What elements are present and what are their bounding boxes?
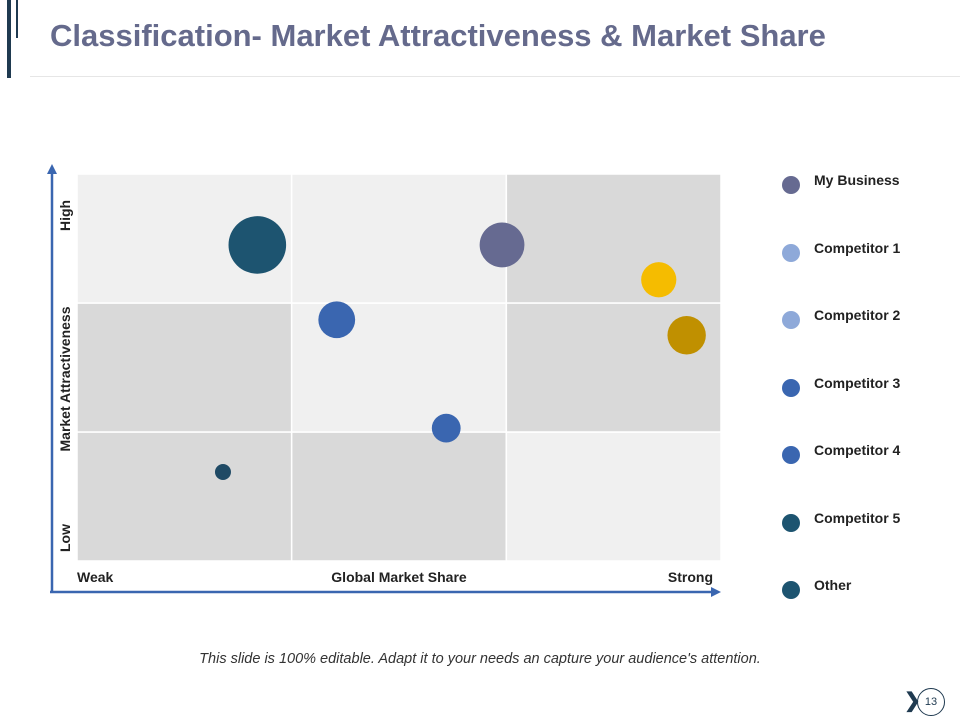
legend-item: Competitor 3 <box>782 373 901 397</box>
bubble-yellow <box>641 262 677 298</box>
legend-item: Other <box>782 575 852 599</box>
page-title: Classification- Market Attractiveness & … <box>50 18 826 53</box>
bubble-teal-small <box>214 463 231 480</box>
x-axis-arrow <box>711 587 721 597</box>
bubble-gold <box>667 316 706 355</box>
legend-marker <box>782 446 800 464</box>
y-high-label: High <box>57 200 73 231</box>
legend-label: Competitor 3 <box>814 374 901 391</box>
y-axis-title: Market Attractiveness <box>57 306 73 451</box>
legend-marker <box>782 243 800 262</box>
legend-marker <box>782 513 800 532</box>
title-accent-bar <box>7 0 11 78</box>
bubble-series <box>214 216 706 480</box>
x-axis-title: Global Market Share <box>331 569 467 585</box>
y-axis-arrow <box>47 164 57 174</box>
grid-cell-0-1 <box>76 302 293 433</box>
title-accent-bar-thin <box>16 0 18 38</box>
bubble-purple <box>479 222 525 268</box>
grid-cell-2-0 <box>505 431 722 562</box>
chevron-right-icon[interactable]: ❯ <box>904 690 921 712</box>
x-high-label: Strong <box>668 569 713 585</box>
title-divider <box>30 76 960 77</box>
y-low-label: Low <box>57 524 73 552</box>
legend-item: Competitor 2 <box>782 305 901 329</box>
x-low-label: Weak <box>77 569 114 585</box>
legend-item: Competitor 5 <box>782 508 901 532</box>
legend-item: Competitor 1 <box>782 238 901 262</box>
legend-label: Competitor 5 <box>814 509 901 526</box>
quadrant-grid <box>76 173 722 562</box>
legend-marker <box>782 378 800 397</box>
legend-label: Competitor 1 <box>814 239 901 256</box>
legend-label: My Business <box>814 172 900 188</box>
footer-note: This slide is 100% editable. Adapt it to… <box>199 651 761 667</box>
legend-item: Competitor 4 <box>782 440 901 464</box>
legend-label: Competitor 4 <box>814 442 901 458</box>
page-number: 13 <box>917 688 945 716</box>
grid-cell-2-2 <box>505 173 722 304</box>
grid-cell-0-0 <box>76 431 293 562</box>
bubble-teal-large <box>228 216 287 274</box>
legend-marker <box>782 176 800 194</box>
bubble-blue-mid <box>318 301 356 339</box>
grid-cell-1-0 <box>290 431 508 562</box>
legend-label: Competitor 2 <box>814 307 901 323</box>
grid-cell-1-2 <box>290 173 508 304</box>
grid-cell-2-1 <box>505 302 722 433</box>
legend-marker <box>782 581 800 599</box>
legend-marker <box>782 311 800 329</box>
bubble-blue-low <box>431 413 461 443</box>
legend-label: Other <box>814 577 852 593</box>
legend-item: My Business <box>782 170 900 194</box>
